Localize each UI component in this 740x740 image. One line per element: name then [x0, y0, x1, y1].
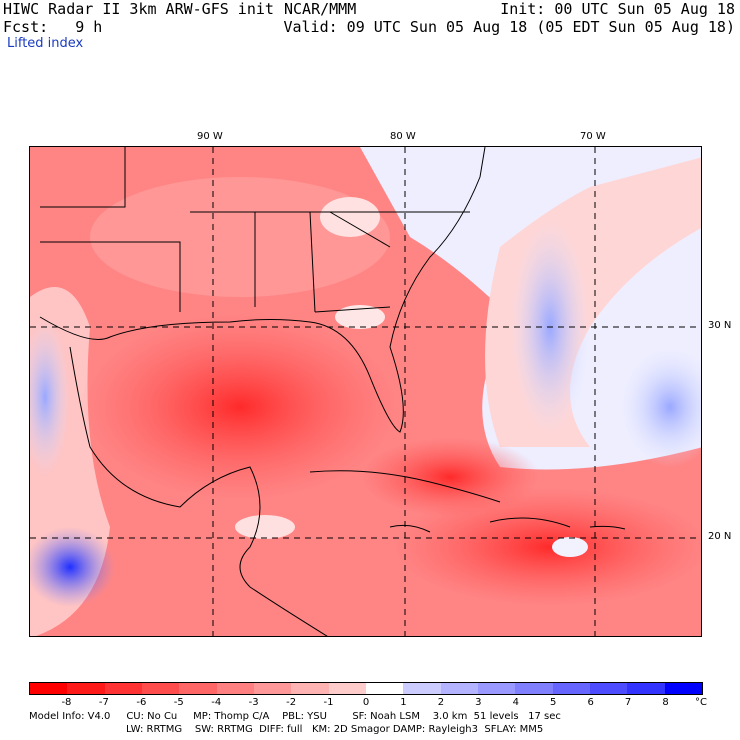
- mexico-coast: [69, 346, 328, 636]
- colorbar-swatch: [552, 683, 590, 694]
- colorbar-swatch: [216, 683, 254, 694]
- org-label: NCAR/MMM: [284, 0, 357, 18]
- colorbar-tick-label: 2: [437, 697, 445, 708]
- gulf-unstable-core: [80, 312, 400, 502]
- field-name: Lifted index: [7, 36, 84, 51]
- caribbean-unstable-core: [390, 487, 701, 607]
- coastlines: [39, 147, 626, 636]
- init-time: Init: 00 UTC Sun 05 Aug 18: [500, 0, 735, 18]
- colorbar-tick-label: 8: [662, 697, 669, 708]
- colorbar-tick-label: -4: [211, 697, 222, 708]
- colorbar-swatch: [589, 683, 628, 694]
- state-border-sc: [329, 211, 391, 248]
- colorbar-swatch: [403, 683, 441, 694]
- atlantic-cool-patch: [620, 347, 701, 467]
- state-border-florida: [314, 306, 391, 313]
- colorbar-tick-label: -1: [323, 697, 334, 708]
- colorbar-swatch: [179, 683, 217, 694]
- graticule: [30, 147, 701, 636]
- state-border-georgia: [309, 211, 316, 313]
- colorbar-swatch: [253, 683, 292, 694]
- colorbar-swatch: [67, 683, 105, 694]
- colorbar-tick-label: -6: [136, 697, 147, 708]
- lifted-index-map: [29, 146, 702, 637]
- colorbar-tick-label: 6: [587, 697, 594, 708]
- colorbar-tick-label: -2: [286, 697, 297, 708]
- colorbar-swatch: [30, 683, 68, 694]
- colorbar-unit: °C: [695, 697, 707, 708]
- colorbar-swatch: [104, 683, 142, 694]
- colorbar-tick-label: 0: [362, 697, 370, 708]
- colorbar: [29, 682, 703, 695]
- mexico-cool-strip: [30, 317, 70, 477]
- yucatan-stable-patch: [235, 515, 295, 539]
- colorbar-swatch: [291, 683, 329, 694]
- cuba-outline: [309, 470, 501, 503]
- colorbar-tick-label: -7: [98, 697, 109, 708]
- state-border-west: [40, 147, 126, 208]
- model-info-line2: LW: RRTMG SW: RRTMG DIFF: full KM: 2D Sm…: [126, 724, 544, 735]
- valid-time: Valid: 09 UTC Sun 05 Aug 18 (05 EDT Sun …: [283, 18, 735, 36]
- appalachian-stable-patch: [320, 197, 380, 237]
- hispaniola-stable-patch: [552, 537, 588, 557]
- colorbar-tick-label: -5: [173, 697, 184, 708]
- puerto-rico-outline: [589, 525, 626, 530]
- lat-label-20n: 20 N: [708, 531, 732, 542]
- colorbar-swatch: [664, 683, 702, 694]
- forecast-hour: Fcst: 9 h: [3, 18, 103, 36]
- colorbar-tick-label: 1: [400, 697, 407, 708]
- map-canvas: [30, 147, 701, 636]
- colorbar-tick-label: 7: [624, 697, 632, 708]
- colorbar-tick-label: -8: [61, 697, 72, 708]
- lat-label-30n: 30 N: [708, 320, 732, 331]
- colorbar-tick-label: 5: [550, 697, 557, 708]
- colorbar-swatch: [440, 683, 478, 694]
- model-info-line1: Model Info: V4.0 CU: No Cu MP: Thomp C/A…: [29, 711, 561, 722]
- model-title: HIWC Radar II 3km ARW-GFS init: [3, 0, 274, 18]
- se-us-moderate: [90, 177, 390, 297]
- colorbar-swatch: [627, 683, 665, 694]
- lon-label-70w: 70 W: [580, 131, 606, 142]
- colorbar-swatch: [141, 683, 180, 694]
- jamaica-outline: [389, 524, 431, 533]
- lon-label-90w: 90 W: [197, 131, 223, 142]
- colorbar-tick-label: 4: [512, 697, 519, 708]
- georgia-stable-patch: [335, 305, 385, 329]
- hispaniola-outline: [489, 517, 571, 528]
- colorbar-swatch: [515, 683, 553, 694]
- colorbar-swatch: [328, 683, 366, 694]
- colorbar-tick-label: -3: [248, 697, 259, 708]
- lon-label-80w: 80 W: [390, 131, 416, 142]
- gulf-atlantic-coast: [39, 147, 486, 433]
- colorbar-swatch: [365, 683, 404, 694]
- colorbar-swatch: [477, 683, 516, 694]
- pacific-deep-blue: [30, 527, 115, 607]
- colorbar-tick-label: 3: [475, 697, 482, 708]
